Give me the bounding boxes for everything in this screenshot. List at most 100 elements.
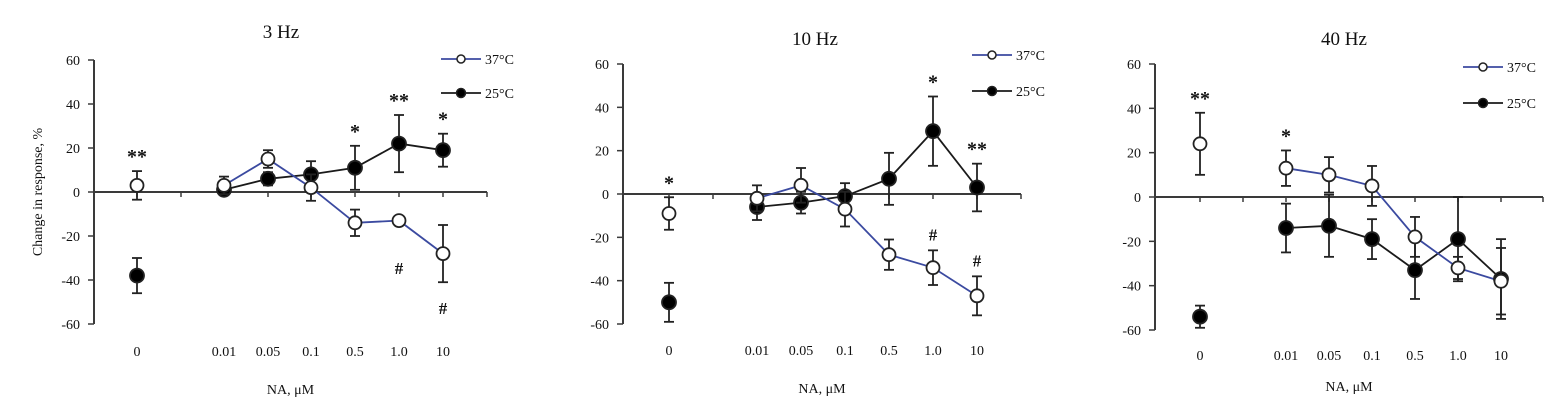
x-tick-label: 1.0 xyxy=(924,344,942,359)
y-tick-label: 20 xyxy=(1127,147,1141,162)
data-point-25C xyxy=(1321,217,1337,234)
data-point-37C xyxy=(347,215,363,231)
legend-label: 37°C xyxy=(1016,49,1045,64)
data-point-25C xyxy=(1364,231,1380,248)
series-line-37C xyxy=(223,157,444,255)
data-point-37C xyxy=(1493,273,1509,289)
legend-label: 25°C xyxy=(1507,97,1536,112)
data-point-25C xyxy=(969,179,985,196)
significance-mark: * xyxy=(438,109,448,131)
y-tick-label: -40 xyxy=(61,274,80,289)
significance-mark: * xyxy=(928,72,938,94)
y-tick-label: -20 xyxy=(1122,235,1141,250)
data-point-37C xyxy=(1364,178,1380,194)
data-point-25C xyxy=(435,142,451,159)
data-point-37C xyxy=(1278,160,1294,176)
x-tick-label: 0.05 xyxy=(789,344,814,359)
data-point-37C xyxy=(216,177,232,193)
significance-mark: ** xyxy=(1190,88,1210,110)
data-point-37C xyxy=(749,190,765,206)
x-tick-label: 10 xyxy=(970,344,984,359)
x-tick-label: 0.05 xyxy=(256,345,281,360)
legend-label: 25°C xyxy=(1016,85,1045,100)
data-point-37C xyxy=(793,177,809,193)
x-tick-label: 0 xyxy=(1197,349,1204,364)
chart-title: 10 Hz xyxy=(792,29,838,50)
data-point-25C xyxy=(1407,262,1423,279)
legend: 37°C 25°C xyxy=(1463,61,1536,112)
x-tick-label: 1.0 xyxy=(1449,349,1467,364)
legend-marker xyxy=(456,54,466,64)
legend-label: 37°C xyxy=(1507,61,1536,76)
data-point-25C xyxy=(347,159,363,176)
data-point-37C xyxy=(881,247,897,263)
data-point-25C xyxy=(1192,308,1208,325)
x-tick-label: 10 xyxy=(1494,349,1508,364)
data-point-37C xyxy=(1450,260,1466,276)
data-point-25C xyxy=(260,170,276,187)
x-tick-label: 0.1 xyxy=(1363,349,1381,364)
x-tick-label: 0.01 xyxy=(1274,349,1299,364)
significance-mark: * xyxy=(350,121,360,143)
x-tick-label: 0.1 xyxy=(302,345,320,360)
chart-panel-1: 10 Hz 60 40 20 0 -20 -40 -60 0 0.01 0.05 0.1 0.5 1.0 1… xyxy=(590,29,1045,397)
significance-mark: * xyxy=(664,172,674,194)
series-line-25C xyxy=(756,129,978,208)
data-point-37C xyxy=(1321,167,1337,183)
x-axis-label: NA, μM xyxy=(798,382,846,397)
y-tick-label: 20 xyxy=(595,145,609,160)
data-point-37C xyxy=(391,213,407,229)
y-tick-label: -40 xyxy=(590,275,609,290)
x-tick-label: 0.05 xyxy=(1317,349,1342,364)
series-line-37C xyxy=(1285,167,1502,283)
data-point-25C xyxy=(129,267,145,284)
significance-mark: # xyxy=(439,299,448,318)
data-point-25C xyxy=(1450,231,1466,248)
legend-label: 25°C xyxy=(485,87,514,102)
legend-marker xyxy=(455,87,467,99)
x-tick-label: 1.0 xyxy=(390,345,408,360)
x-axis-label: NA, μM xyxy=(267,383,315,398)
data-point-37C xyxy=(435,246,451,262)
data-point-37C xyxy=(1407,229,1423,245)
y-axis-label: Change in response, % xyxy=(31,128,46,257)
y-tick-label: 60 xyxy=(66,54,80,69)
chart-panel-0: 3 Hz 60 40 20 0 -20 -40 -60 0 0.01 0.05 0.1 0.5 1.0 10… xyxy=(61,22,514,398)
data-point-25C xyxy=(925,123,941,140)
significance-mark: * xyxy=(1281,125,1291,147)
significance-mark: # xyxy=(929,225,938,244)
y-tick-label: -40 xyxy=(1122,280,1141,295)
data-point-25C xyxy=(1278,220,1294,236)
data-point-37C xyxy=(969,288,985,304)
x-tick-label: 0.5 xyxy=(880,344,898,359)
y-tick-label: 20 xyxy=(66,142,80,157)
chart-title: 3 Hz xyxy=(263,22,299,43)
significance-mark: ** xyxy=(127,146,147,168)
data-point-37C xyxy=(837,201,853,217)
x-tick-label: 0.01 xyxy=(745,344,770,359)
data-point-25C xyxy=(661,294,677,311)
y-tick-label: 60 xyxy=(595,58,609,73)
chart-panel-2: 40 Hz 60 40 20 0 -20 -40 -60 0 0.01 0.05 0.1 0.5 1.0 1… xyxy=(1122,29,1544,395)
series-line-37C xyxy=(756,184,978,297)
data-point-37C xyxy=(260,151,276,167)
x-axis-label: NA, μM xyxy=(1325,380,1373,395)
significance-mark: # xyxy=(973,251,982,270)
x-tick-label: 10 xyxy=(436,345,450,360)
significance-mark: ** xyxy=(389,90,409,112)
y-tick-label: 40 xyxy=(595,101,609,116)
y-tick-label: -60 xyxy=(61,318,80,333)
x-tick-label: 0.01 xyxy=(212,345,237,360)
y-tick-label: 0 xyxy=(602,188,609,203)
significance-mark: # xyxy=(395,259,404,278)
legend-marker xyxy=(986,85,998,97)
y-tick-label: -60 xyxy=(590,318,609,333)
significance-mark: ** xyxy=(967,139,987,161)
x-tick-label: 0.5 xyxy=(1406,349,1424,364)
x-tick-label: 0.1 xyxy=(836,344,854,359)
y-tick-label: 0 xyxy=(1134,191,1141,206)
legend-marker xyxy=(1478,62,1488,72)
data-point-37C xyxy=(1192,136,1208,152)
data-point-37C xyxy=(129,177,145,193)
legend-marker xyxy=(987,50,997,60)
